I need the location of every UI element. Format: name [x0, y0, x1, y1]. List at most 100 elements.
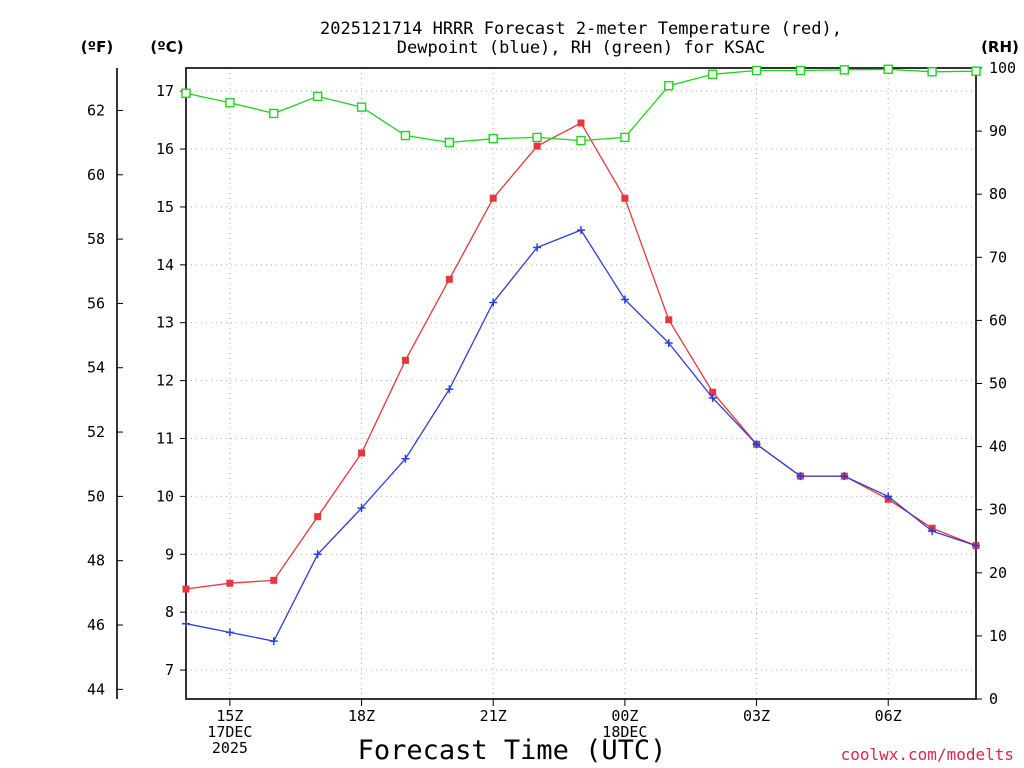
dewpoint-point	[620, 295, 629, 304]
rh-tick-label: 70	[989, 248, 1007, 266]
fahrenheit-unit-label: (ºF)	[81, 38, 113, 56]
rh-tick-label: 10	[989, 627, 1007, 645]
dewpoint-point	[972, 541, 980, 550]
fahrenheit-tick-label: 52	[87, 423, 105, 441]
rh-point	[971, 66, 981, 76]
dewpoint-point	[401, 454, 410, 463]
chart-title-line2: Dewpoint (blue), RH (green) for KSAC	[397, 38, 765, 58]
rh-point	[839, 65, 850, 75]
temperature-point	[445, 275, 453, 283]
temperature-point	[226, 579, 234, 587]
fahrenheit-tick-label: 62	[87, 101, 105, 119]
temperature-point	[270, 576, 278, 584]
dewpoint-point	[928, 527, 937, 536]
rh-point	[181, 88, 191, 98]
fahrenheit-tick-label: 46	[87, 616, 105, 634]
x-tick-label: 00Z	[611, 707, 638, 725]
rh-tick-label: 30	[989, 501, 1007, 519]
plot-frame	[185, 67, 977, 700]
dewpoint-point	[664, 338, 673, 347]
rh-tick-label: 90	[989, 122, 1007, 140]
fahrenheit-tick-label: 56	[87, 294, 105, 312]
series-layer	[181, 64, 981, 646]
dewpoint-point	[225, 628, 234, 637]
rh-point	[400, 130, 411, 141]
rh-point	[927, 67, 937, 77]
rh-tick-label: 100	[989, 59, 1016, 77]
temperature-point	[358, 449, 366, 457]
rh-point	[707, 69, 718, 80]
rh-unit-label: (RH)	[981, 38, 1019, 56]
dewpoint-point	[445, 385, 454, 394]
rh-tick-label: 80	[989, 185, 1007, 203]
x-tick-label: 15Z	[216, 707, 243, 725]
dewpoint-point	[708, 393, 717, 402]
celsius-unit-label: (ºC)	[150, 38, 183, 56]
rh-point	[356, 102, 367, 112]
dewpoint-point	[533, 243, 542, 252]
rh-tick-label: 20	[989, 564, 1007, 582]
dewpoint-point	[840, 472, 849, 481]
rh-point	[444, 137, 455, 148]
dewpoint-point	[884, 492, 893, 501]
celsius-tick-label: 15	[156, 198, 174, 216]
rh-point	[225, 98, 235, 108]
temperature-point	[314, 513, 322, 521]
rh-point	[620, 132, 630, 143]
temperature-point	[577, 119, 585, 127]
temperature-line	[185, 122, 977, 590]
x-tick-label: 21Z	[480, 707, 507, 725]
celsius-tick-label: 9	[165, 545, 174, 563]
x-tick-label: 18Z	[348, 707, 375, 725]
x-tick-label: 03Z	[743, 707, 770, 725]
rh-point	[883, 64, 893, 74]
x-tick-label: 18DEC	[602, 723, 647, 741]
fahrenheit-tick-label: 58	[87, 230, 105, 248]
rh-tick-label: 0	[989, 690, 998, 708]
temperature-point	[182, 585, 190, 593]
chart-title-line1: 2025121714 HRRR Forecast 2-meter Tempera…	[320, 19, 842, 39]
rh-point	[576, 135, 586, 146]
celsius-tick-label: 16	[156, 140, 174, 158]
rh-tick-label: 50	[989, 375, 1007, 393]
dewpoint-point	[489, 298, 498, 307]
dewpoint-point	[752, 440, 761, 449]
dewpoint-point	[269, 637, 278, 646]
celsius-tick-label: 14	[156, 256, 174, 274]
celsius-tick-label: 8	[165, 603, 174, 621]
rh-point	[751, 65, 762, 76]
celsius-tick-label: 17	[156, 82, 174, 100]
temperature-point	[489, 194, 497, 202]
dewpoint-point	[313, 550, 322, 559]
credit-text: coolwx.com/modelts	[841, 745, 1014, 764]
dewpoint-line	[185, 229, 977, 642]
rh-point	[532, 132, 542, 143]
dewpoint-point	[357, 503, 366, 512]
rh-point	[312, 91, 323, 102]
x-tick-label: 2025	[212, 739, 248, 757]
celsius-tick-label: 13	[156, 314, 174, 332]
rh-point	[269, 108, 279, 119]
temperature-point	[709, 388, 717, 396]
grid-layer	[186, 68, 976, 699]
rh-line	[185, 68, 977, 144]
dewpoint-point	[182, 619, 190, 628]
temperature-point	[401, 356, 409, 364]
x-tick-label: 17DEC	[207, 723, 252, 741]
dewpoint-point	[577, 226, 585, 235]
dewpoint-point	[796, 472, 805, 481]
fahrenheit-tick-label: 44	[87, 680, 105, 698]
rh-point	[795, 65, 806, 76]
axes-layer	[116, 67, 982, 706]
celsius-tick-label: 11	[156, 429, 174, 447]
x-axis-title: Forecast Time (UTC)	[358, 735, 667, 766]
fahrenheit-tick-label: 54	[87, 359, 105, 377]
temperature-point	[533, 142, 541, 150]
rh-point	[664, 80, 674, 91]
rh-tick-label: 40	[989, 438, 1007, 456]
celsius-tick-label: 10	[156, 487, 174, 505]
rh-point	[488, 133, 498, 144]
fahrenheit-tick-label: 60	[87, 166, 105, 184]
celsius-tick-label: 7	[165, 661, 174, 679]
